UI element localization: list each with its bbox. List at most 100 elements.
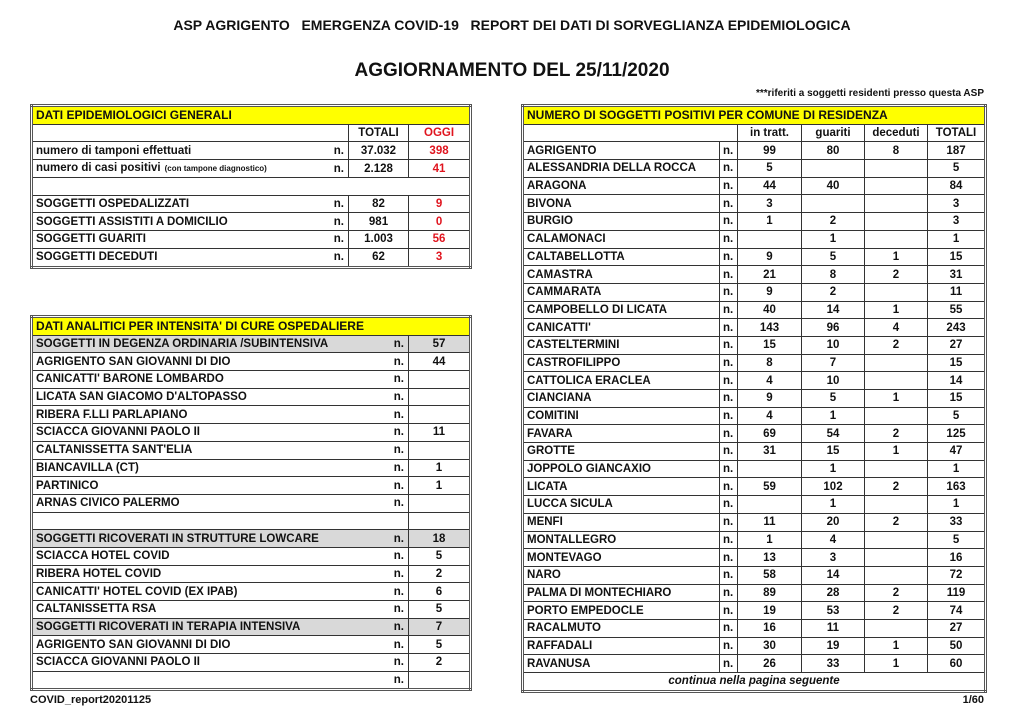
in-treatment-count: 5: [737, 159, 802, 178]
unit-label: n.: [719, 353, 738, 373]
patient-count: 2: [408, 653, 471, 672]
unit-label: [381, 511, 409, 531]
municipality-name: JOPPOLO GIANCAXIO: [522, 459, 720, 479]
in-treatment-count: 15: [737, 335, 802, 355]
patient-count: 2: [408, 564, 471, 584]
municipality-row: MONTALLEGRO n. 1 4 5: [522, 530, 987, 550]
facility-label: SCIACCA HOTEL COVID: [31, 546, 382, 566]
hospital-table-title: DATI ANALITICI PER INTENSITA' DI CURE OS…: [31, 316, 471, 336]
facility-label: CANICATTI' BARONE LOMBARDO: [31, 370, 382, 389]
in-treatment-count: [737, 495, 802, 514]
municipality-name: FAVARA: [522, 424, 720, 444]
municipality-name: NARO: [522, 565, 720, 585]
facility-label: SCIACCA GIOVANNI PAOLO II: [31, 653, 382, 672]
unit-label: n.: [381, 564, 409, 584]
deceased-count: [864, 495, 928, 514]
unit-label: n.: [719, 601, 738, 620]
total-count: 47: [926, 442, 987, 461]
facility-label: AGRIGENTO SAN GIOVANNI DI DIO: [31, 635, 382, 655]
total-count: 50: [926, 636, 987, 656]
total-count: 27: [926, 618, 987, 638]
municipality-name: BURGIO: [522, 212, 720, 231]
municipality-name: CALTABELLOTTA: [522, 247, 720, 267]
municipality-row: FAVARA n. 69 54 2 125: [522, 424, 987, 444]
oggi-value: 398: [407, 141, 472, 161]
unit-label: n.: [719, 247, 738, 267]
total-count: 3: [926, 212, 987, 231]
in-treatment-count: 1: [737, 212, 802, 231]
total-count: 243: [926, 318, 987, 337]
recovered-count: 80: [801, 141, 865, 161]
total-count: 15: [926, 389, 987, 408]
municipality-name: COMITINI: [522, 406, 720, 426]
deceased-count: 1: [864, 636, 928, 656]
municipality-row: CASTROFILIPPO n. 8 7 15: [522, 353, 987, 373]
unit-label: n.: [719, 495, 738, 514]
in-treatment-count: 31: [737, 442, 802, 461]
hospital-row: SCIACCA GIOVANNI PAOLO II n. 11: [31, 423, 471, 442]
total-count: 163: [926, 477, 987, 497]
deceased-count: 2: [864, 512, 928, 532]
unit-label: n.: [719, 282, 738, 302]
in-treatment-count: 40: [737, 300, 802, 320]
totali-value: 37.032: [348, 141, 409, 161]
total-count: 60: [926, 654, 987, 673]
recovered-count: 3: [801, 548, 865, 567]
in-treatment-count: 58: [737, 565, 802, 585]
col-deceduti: deceduti: [864, 123, 928, 143]
municipality-row: PALMA DI MONTECHIARO n. 89 28 2 119: [522, 583, 987, 603]
row-label-text: SOGGETTI DECEDUTI: [36, 251, 158, 264]
total-count: 1: [926, 495, 987, 514]
in-treatment-count: 26: [737, 654, 802, 673]
recovered-count: 1: [801, 495, 865, 514]
municipality-row: CATTOLICA ERACLEA n. 4 10 14: [522, 371, 987, 390]
municipality-row: LUCCA SICULA n. 1 1: [522, 495, 987, 514]
unit-label: n.: [381, 582, 409, 601]
general-row: SOGGETTI OSPEDALIZZATI n. 82 9: [31, 194, 472, 214]
unit-label: n.: [381, 423, 409, 442]
municipality-row: NARO n. 58 14 72: [522, 565, 987, 585]
hospital-row: PARTINICO n. 1: [31, 476, 471, 495]
recovered-count: 5: [801, 247, 865, 267]
unit-label: n.: [321, 230, 349, 249]
general-row: [30, 177, 471, 196]
col-intratt: in tratt.: [737, 123, 802, 143]
deceased-count: 1: [864, 247, 928, 267]
patient-count: 44: [408, 352, 471, 372]
hospital-group-row: SOGGETTI RICOVERATI IN STRUTTURE LOWCARE…: [31, 529, 471, 548]
oggi-value: 0: [407, 212, 472, 232]
municipality-row: MONTEVAGO n. 13 3 16: [522, 548, 987, 567]
recovered-count: 14: [801, 300, 865, 320]
hospital-row: RIBERA HOTEL COVID n. 2: [31, 564, 471, 584]
totali-value: 981: [348, 212, 409, 232]
row-label-text: SOGGETTI ASSISTITI A DOMICILIO: [36, 215, 228, 228]
deceased-count: 1: [864, 300, 928, 320]
facility-label: ARNAS CIVICO PALERMO: [31, 493, 382, 513]
facility-label: CANICATTI' HOTEL COVID (EX IPAB): [31, 582, 382, 601]
municipality-row: CAMASTRA n. 21 8 2 31: [522, 265, 987, 284]
in-treatment-count: 9: [737, 247, 802, 267]
unit-label: n.: [719, 442, 738, 461]
unit-label: n.: [719, 618, 738, 638]
continue-note: continua nella pagina seguente: [521, 672, 987, 692]
unit-label: n.: [719, 335, 738, 355]
recovered-count: 33: [801, 654, 865, 673]
unit-label: n.: [719, 477, 738, 497]
facility-label: RIBERA HOTEL COVID: [31, 564, 382, 584]
row-label-text: SOGGETTI OSPEDALIZZATI: [36, 198, 190, 211]
municipality-name: RAFFADALI: [522, 636, 720, 656]
in-treatment-count: 21: [737, 265, 802, 284]
unit-label: n.: [719, 406, 738, 426]
unit-label: n.: [381, 653, 409, 672]
municipality-row: RACALMUTO n. 16 11 27: [522, 618, 987, 638]
municipality-row: CIANCIANA n. 9 5 1 15: [522, 389, 987, 408]
totali-value: 1.003: [348, 230, 409, 249]
in-treatment-count: 8: [737, 353, 802, 373]
municipality-row: CASTELTERMINI n. 15 10 2 27: [522, 335, 987, 355]
facility-label: BIANCAVILLA (CT): [31, 458, 382, 478]
oggi-value: 3: [407, 247, 472, 268]
deceased-count: [864, 159, 928, 178]
deceased-count: [864, 618, 928, 638]
municipality-name: MONTEVAGO: [522, 548, 720, 567]
hospital-row: ARNAS CIVICO PALERMO n.: [31, 493, 471, 513]
